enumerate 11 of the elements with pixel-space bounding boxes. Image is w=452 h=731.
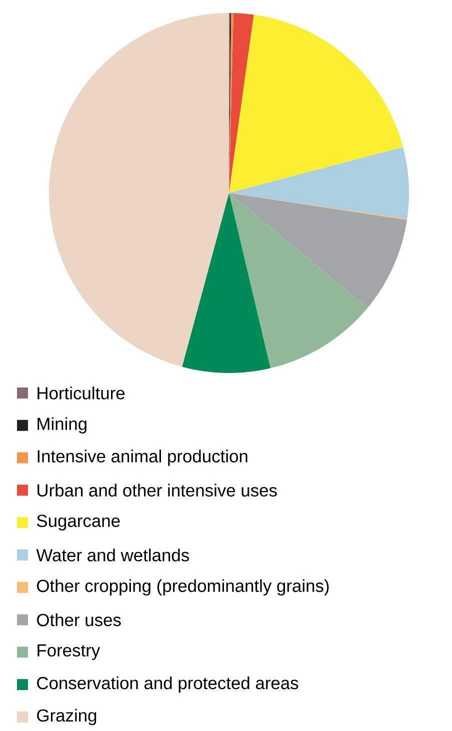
legend-label: Sugarcane bbox=[36, 514, 120, 530]
legend-label: Other uses bbox=[37, 613, 121, 626]
legend-label: Mining bbox=[38, 417, 86, 434]
legend-label: Conservation and protected areas bbox=[37, 676, 298, 693]
legend-label: Other cropping (predominantly grains) bbox=[37, 579, 329, 596]
legend-label: Intensive animal production bbox=[38, 450, 248, 466]
legend-label: Urban and other intensive uses bbox=[38, 484, 277, 497]
legend-label: Water and wetlands bbox=[36, 548, 189, 562]
legend-label: Forestry bbox=[38, 644, 100, 660]
legend-label: Grazing bbox=[37, 708, 96, 726]
legend-label: Horticulture bbox=[38, 386, 125, 400]
